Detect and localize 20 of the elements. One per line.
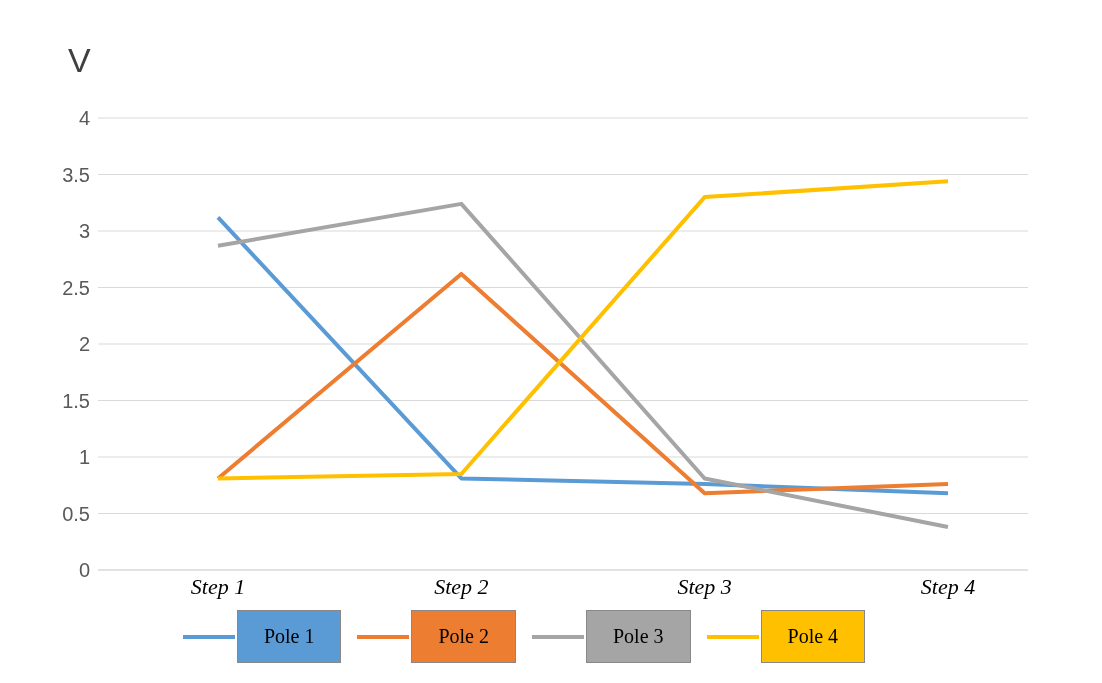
legend-label: Pole 1 bbox=[236, 610, 342, 663]
y-axis-title: V bbox=[68, 41, 91, 80]
y-tick-label: 0 bbox=[78, 559, 90, 582]
y-tick-label: 1 bbox=[78, 446, 90, 469]
legend-label: Pole 4 bbox=[760, 610, 866, 663]
y-tick-label: 2.5 bbox=[62, 276, 90, 299]
y-tick-label: 3.5 bbox=[62, 163, 90, 186]
y-tick-label: 2 bbox=[78, 333, 90, 356]
line-series bbox=[216, 179, 950, 481]
x-tick-label: Step 2 bbox=[434, 573, 489, 599]
line-series bbox=[216, 271, 950, 496]
y-tick-label: 3 bbox=[78, 220, 90, 243]
legend-label: Pole 2 bbox=[411, 610, 516, 663]
x-tick-label: Step 4 bbox=[920, 573, 976, 599]
y-tick-label: 0.5 bbox=[62, 502, 90, 525]
x-tick-label: Step 3 bbox=[677, 573, 732, 599]
x-tick-label: Step 1 bbox=[190, 573, 246, 599]
legend-label: Pole 3 bbox=[586, 610, 691, 663]
y-tick-label: 1.5 bbox=[62, 389, 90, 412]
y-tick-label: 4 bbox=[78, 107, 90, 130]
